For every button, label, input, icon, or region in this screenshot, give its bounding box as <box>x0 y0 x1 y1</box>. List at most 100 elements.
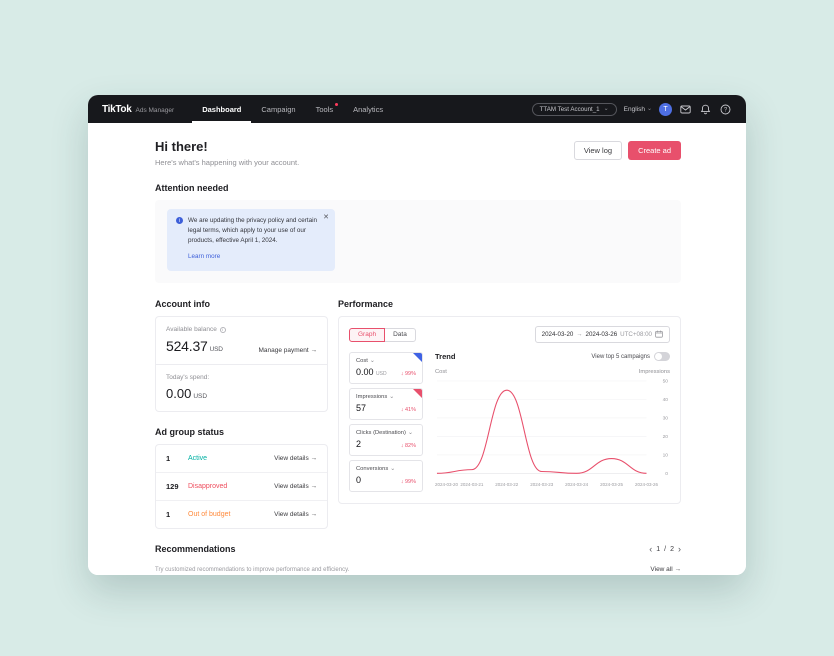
chevron-down-icon: ⌄ <box>646 106 652 112</box>
pager-separator: / <box>664 545 667 553</box>
trend-label: Trend <box>435 352 456 362</box>
svg-text:2024-03-26: 2024-03-26 <box>635 482 658 487</box>
todays-spend-value: 0.00 USD <box>166 386 317 401</box>
attention-needed-section: Attention needed i We are updating the p… <box>155 183 681 284</box>
manage-payment-link[interactable]: Manage payment → <box>258 347 317 355</box>
view-details-link[interactable]: View details → <box>274 511 317 519</box>
spend-currency: USD <box>193 393 208 401</box>
right-axis-label: Impressions <box>638 369 670 376</box>
left-axis-label: Cost <box>435 369 447 376</box>
metric-delta: ↓ 99% <box>400 479 416 486</box>
recommendations-section: Recommendations ‹ 1 / 2 › Try customized… <box>155 544 681 575</box>
svg-text:2024-03-20: 2024-03-20 <box>435 482 458 487</box>
balance-amount: 524.37 <box>166 338 208 355</box>
arrow-right-icon: → <box>576 331 583 339</box>
help-icon[interactable]: ? <box>719 103 732 116</box>
metric-value: 2 <box>356 439 362 450</box>
metric-label: Clicks (Destination) <box>356 430 406 437</box>
nav-tab-analytics[interactable]: Analytics <box>353 104 384 114</box>
selected-corner <box>413 353 422 363</box>
chevron-left-icon[interactable]: ‹ <box>649 543 653 554</box>
dashboard-main: Hi there! Here's what's happening with y… <box>88 123 746 575</box>
nav-tab-dashboard[interactable]: Dashboard <box>192 95 251 123</box>
nav-tabs: Dashboard Campaign Tools Analytics <box>192 95 393 123</box>
bell-icon[interactable] <box>699 103 712 116</box>
mail-icon[interactable] <box>679 103 692 116</box>
account-selector-label: TTAM Test Account_1 <box>539 105 600 113</box>
dashboard-columns: Account info Available balance i 524.37 U… <box>155 299 681 530</box>
svg-text:10: 10 <box>663 453 669 459</box>
ad-group-status-card: 1 Active View details → 129 Disapproved … <box>155 444 328 530</box>
page-header: Hi there! Here's what's happening with y… <box>155 139 681 167</box>
status-label-active: Active <box>188 455 208 463</box>
notification-dot <box>335 103 339 106</box>
available-balance-value: 524.37 USD <box>166 338 223 354</box>
header-actions: View log Create ad <box>573 141 681 160</box>
page-title: Hi there! <box>155 139 208 154</box>
recommendations-pager: ‹ 1 / 2 › <box>649 543 681 554</box>
calendar-icon <box>655 330 663 340</box>
logo-subtitle: Ads Manager <box>135 106 175 114</box>
view-details-link[interactable]: View details → <box>274 455 317 463</box>
svg-text:2024-03-21: 2024-03-21 <box>460 482 483 487</box>
recommendations-description: Try customized recommendations to improv… <box>155 566 350 573</box>
top5-toggle[interactable] <box>654 352 670 362</box>
date-start: 2024-03-20 <box>541 331 574 339</box>
balance-label-text: Available balance <box>166 326 217 334</box>
metric-unit: USD <box>376 371 387 378</box>
ads-manager-window: TikTok Ads Manager Dashboard Campaign To… <box>88 95 746 575</box>
nav-tab-tools[interactable]: Tools <box>306 95 344 123</box>
status-label-out-of-budget: Out of budget <box>188 511 231 519</box>
chevron-down-icon: ⌄ <box>389 394 395 401</box>
privacy-notice: i We are updating the privacy policy and… <box>167 209 335 272</box>
svg-text:40: 40 <box>663 397 669 403</box>
language-selector[interactable]: English ⌄ <box>624 106 652 113</box>
status-row-out-of-budget: 1 Out of budget View details → <box>156 501 327 528</box>
status-count: 129 <box>166 482 179 492</box>
account-info-card: Available balance i 524.37 USD Manage pay… <box>155 316 328 413</box>
create-ad-button[interactable]: Create ad <box>628 141 681 160</box>
graph-data-toggle: Graph Data <box>349 327 416 342</box>
date-range-picker[interactable]: 2024-03-20 → 2024-03-26 UTC+08:00 <box>534 326 670 344</box>
notice-text: We are updating the privacy policy and c… <box>188 217 318 244</box>
svg-text:20: 20 <box>663 434 669 440</box>
timezone-label: UTC+08:00 <box>620 331 652 339</box>
tab-data[interactable]: Data <box>384 327 416 342</box>
left-column: Account info Available balance i 524.37 U… <box>155 299 328 530</box>
view-all-link[interactable]: View all → <box>650 566 681 574</box>
metric-card-cost[interactable]: Cost ⌄ 0.00 USD ↓ 99% <box>349 352 423 385</box>
spend-amount: 0.00 <box>166 386 192 402</box>
svg-text:2024-03-22: 2024-03-22 <box>495 482 518 487</box>
info-icon: i <box>219 326 226 333</box>
ad-group-status-section: Ad group status 1 Active View details → … <box>155 427 328 530</box>
metric-card-impressions[interactable]: Impressions ⌄ 57 ↓ 41% <box>349 388 423 421</box>
svg-text:2024-03-25: 2024-03-25 <box>600 482 623 487</box>
page-subtitle: Here's what's happening with your accoun… <box>155 158 300 167</box>
metric-card-clicks[interactable]: Clicks (Destination) ⌄ 2 ↓ 82% <box>349 424 423 457</box>
recommendations-title: Recommendations <box>155 544 236 555</box>
tiktok-logo: TikTok Ads Manager <box>102 104 174 115</box>
divider <box>156 364 327 366</box>
learn-more-link[interactable]: Learn more <box>188 253 221 261</box>
avatar[interactable]: T <box>659 102 672 116</box>
status-count: 1 <box>166 454 171 464</box>
attention-title: Attention needed <box>155 183 229 193</box>
performance-body: Cost ⌄ 0.00 USD ↓ 99% Impressions ⌄ <box>349 352 670 493</box>
metric-label: Cost <box>356 358 368 365</box>
status-count: 1 <box>166 510 171 520</box>
info-icon: i <box>176 217 183 224</box>
svg-text:0: 0 <box>665 471 668 477</box>
chevron-right-icon[interactable]: › <box>678 543 681 554</box>
date-end: 2024-03-26 <box>585 331 618 339</box>
svg-text:30: 30 <box>663 416 669 422</box>
metric-delta: ↓ 82% <box>400 443 416 450</box>
account-selector[interactable]: TTAM Test Account_1 ⌄ <box>531 102 617 116</box>
view-details-link[interactable]: View details → <box>274 483 317 491</box>
view-log-button[interactable]: View log <box>573 141 623 160</box>
tab-graph[interactable]: Graph <box>349 327 386 342</box>
close-icon[interactable]: ✕ <box>323 214 329 221</box>
metric-card-conversions[interactable]: Conversions ⌄ 0 ↓ 99% <box>349 460 423 493</box>
chevron-down-icon: ⌄ <box>390 466 396 473</box>
view-top5-control: View top 5 campaigns <box>591 352 670 362</box>
nav-tab-campaign[interactable]: Campaign <box>261 104 296 114</box>
